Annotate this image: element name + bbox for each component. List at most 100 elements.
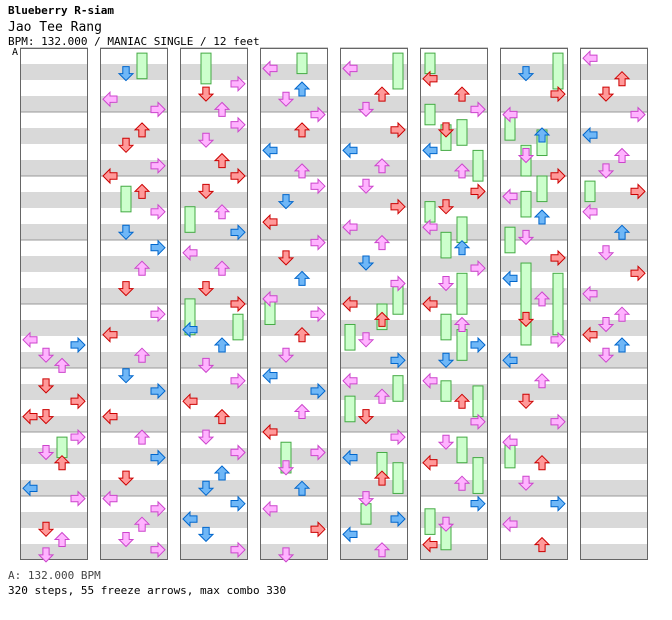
beat-stripe [500,320,568,336]
down-arrow-icon [197,281,215,297]
song-artist: Blueberry R-siam [8,4,114,17]
beat-stripe [20,320,88,336]
up-arrow-icon [213,465,231,481]
left-arrow-icon [422,454,438,471]
down-arrow-icon [197,429,215,445]
left-arrow-icon [502,352,518,369]
beat-stripe [260,160,328,176]
right-arrow-icon [390,121,406,139]
beat-stripe [100,288,168,304]
beat-stripe [180,384,248,400]
song-title: Jao Tee Rang [8,20,102,35]
freeze-arrow [504,226,516,254]
down-arrow-icon [197,357,215,374]
beat-stripe [420,272,488,288]
freeze-arrow [344,323,356,351]
beat-stripe [180,416,248,432]
left-arrow-icon [262,142,278,159]
up-arrow-icon [533,536,551,553]
down-arrow-icon [357,101,375,118]
up-arrow-icon [453,316,471,332]
freeze-arrow [344,395,356,423]
up-arrow-icon [373,234,391,251]
beat-stripe [100,480,168,496]
beat-stripe [420,112,488,128]
beat-stripe [180,256,248,272]
down-arrow-icon [357,409,375,425]
beat-stripe [500,304,568,320]
beat-stripe [340,96,408,112]
freeze-arrow [456,216,468,244]
freeze-arrow [456,119,468,146]
beat-stripe [580,144,648,160]
right-arrow-icon [390,352,406,369]
left-arrow-icon [502,515,518,533]
up-arrow-icon [293,403,311,419]
beat-stripe [340,416,408,432]
chart-column-border [340,48,408,560]
beat-stripe [580,336,648,352]
beat-stripe [500,224,568,240]
right-arrow-icon [550,495,566,512]
right-arrow-icon [230,116,246,134]
left-arrow-icon [262,290,278,308]
beat-stripe [260,192,328,208]
down-arrow-icon [117,281,135,297]
freeze-arrow [200,52,212,85]
beat-stripe [340,464,408,480]
up-arrow-icon [133,516,151,532]
beat-stripe [340,160,408,176]
right-arrow-icon [310,234,326,251]
beat-stripe [100,400,168,416]
up-arrow-icon [213,337,231,353]
beat-stripe [500,144,568,160]
freeze-arrow [392,375,404,402]
beat-stripe [580,256,648,272]
beat-stripe [20,240,88,256]
down-arrow-icon [117,137,135,154]
beat-stripe [100,368,168,384]
up-arrow-icon [213,101,231,117]
left-arrow-icon [342,372,358,390]
beat-stripe [340,480,408,496]
up-arrow-icon [213,408,231,425]
right-arrow-icon [630,183,646,200]
down-arrow-icon [357,491,375,507]
beat-stripe [180,464,248,480]
beat-stripe [260,432,328,448]
song-info: BPM: 132.000 / MANIAC SINGLE / 12 feet [8,35,260,48]
down-arrow-icon [517,393,535,410]
beat-stripe [100,432,168,448]
freeze-arrow [424,508,436,535]
beat-stripe [500,528,568,544]
left-arrow-icon [502,270,518,287]
beat-stripe [340,288,408,304]
freeze-arrow [136,52,148,80]
beat-stripe [20,144,88,160]
beat-stripe [500,240,568,256]
freeze-arrow [424,201,436,223]
left-arrow-icon [422,295,438,313]
right-arrow-icon [550,85,566,103]
down-arrow-icon [197,183,215,200]
right-arrow-icon [230,495,246,512]
beat-stripe [500,288,568,304]
right-arrow-icon [310,305,326,323]
beat-stripe [340,304,408,320]
beat-stripe [260,352,328,368]
beat-stripe [340,544,408,560]
beat-stripe [500,64,568,80]
up-arrow-icon [373,86,391,102]
left-arrow-icon [102,326,118,343]
beat-stripe [100,128,168,144]
beat-stripe [420,208,488,224]
right-arrow-icon [150,541,166,559]
down-arrow-icon [277,250,295,266]
right-arrow-icon [150,382,166,400]
right-arrow-icon [310,382,326,400]
beat-stripe [500,368,568,384]
beat-stripe [100,176,168,192]
left-arrow-icon [262,423,278,441]
up-arrow-icon [453,239,471,256]
right-arrow-icon [150,449,166,466]
